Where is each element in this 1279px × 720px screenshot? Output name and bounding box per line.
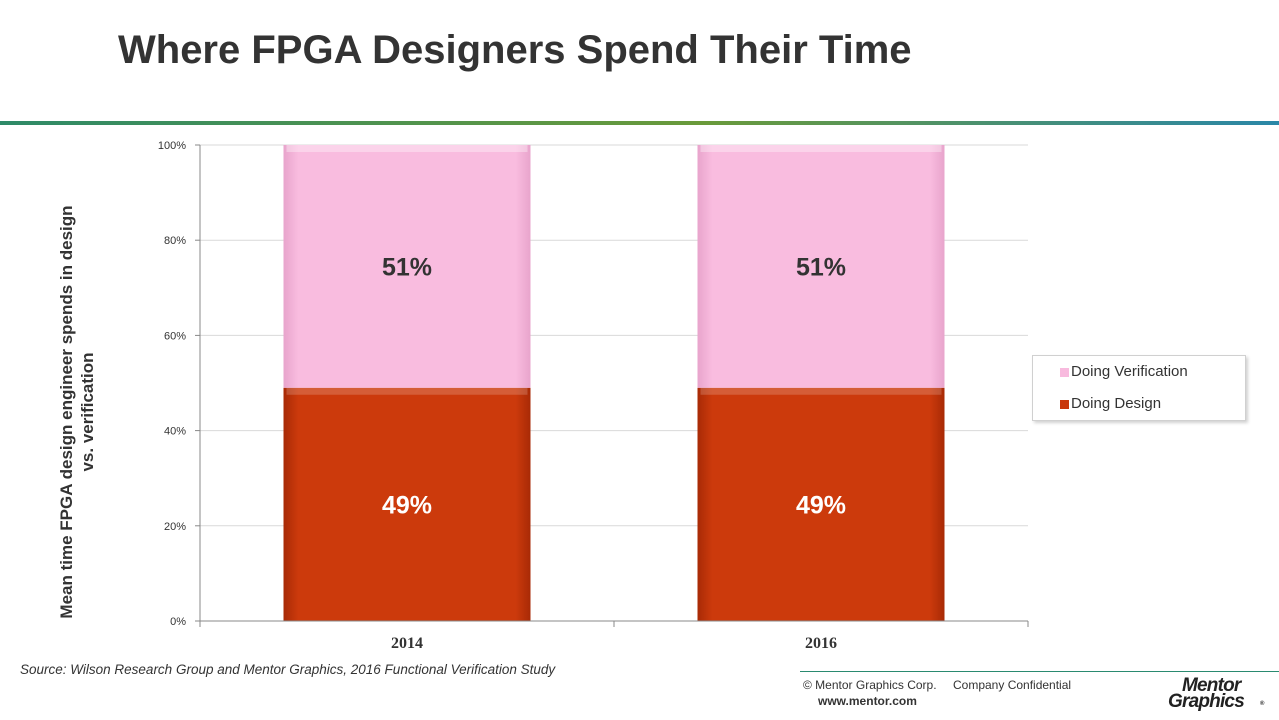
bar-bevel — [700, 387, 942, 395]
bar-doing-verification-2014 — [283, 145, 531, 388]
data-label-doing-verification-2016: 51% — [796, 253, 846, 281]
y-tick-label: 20% — [164, 521, 186, 533]
y-tick-label: 80% — [164, 235, 186, 247]
slide-title: Where FPGA Designers Spend Their Time — [118, 28, 912, 72]
legend-swatch-doing-design — [1060, 400, 1069, 409]
y-tick-label: 60% — [164, 330, 186, 342]
data-label-doing-verification-2014: 51% — [382, 253, 432, 281]
mentor-graphics-logo: Mentor Graphics ® — [1168, 675, 1268, 714]
footer-divider — [800, 671, 1279, 672]
bar-bevel — [286, 387, 528, 395]
y-tick-label: 40% — [164, 426, 186, 438]
copyright-text: © Mentor Graphics Corp. — [803, 678, 937, 692]
website-link[interactable]: www.mentor.com — [818, 694, 917, 708]
bar-bevel — [700, 145, 942, 152]
legend-label-doing-design: Doing Design — [1071, 395, 1162, 412]
logo-word-1: Mentor — [1182, 675, 1241, 696]
legend-item-doing-design: Doing Design — [1060, 395, 1162, 412]
x-tick-label: 2014 — [391, 635, 423, 652]
source-note: Source: Wilson Research Group and Mentor… — [20, 662, 556, 677]
bar-bevel — [286, 145, 528, 152]
logo-word-2: Graphics — [1168, 691, 1245, 712]
data-label-doing-design-2014: 49% — [382, 491, 432, 519]
logo-registered-mark: ® — [1260, 701, 1264, 707]
legend-label-doing-verification: Doing Verification — [1071, 363, 1188, 380]
data-label-doing-design-2016: 49% — [796, 491, 846, 519]
y-tick-label: 100% — [158, 140, 186, 152]
title-divider — [0, 121, 1279, 125]
x-tick-label: 2016 — [805, 635, 837, 652]
chart-legend: Doing Verification Doing Design — [1032, 355, 1246, 421]
bar-doing-design-2014 — [283, 387, 531, 621]
y-tick-label: 0% — [170, 616, 186, 628]
bar-doing-verification-2016 — [697, 145, 945, 388]
bar-doing-design-2016 — [697, 387, 945, 621]
confidential-text: Company Confidential — [953, 678, 1072, 692]
legend-swatch-doing-verification — [1060, 368, 1069, 377]
legend-item-doing-verification: Doing Verification — [1060, 363, 1188, 380]
